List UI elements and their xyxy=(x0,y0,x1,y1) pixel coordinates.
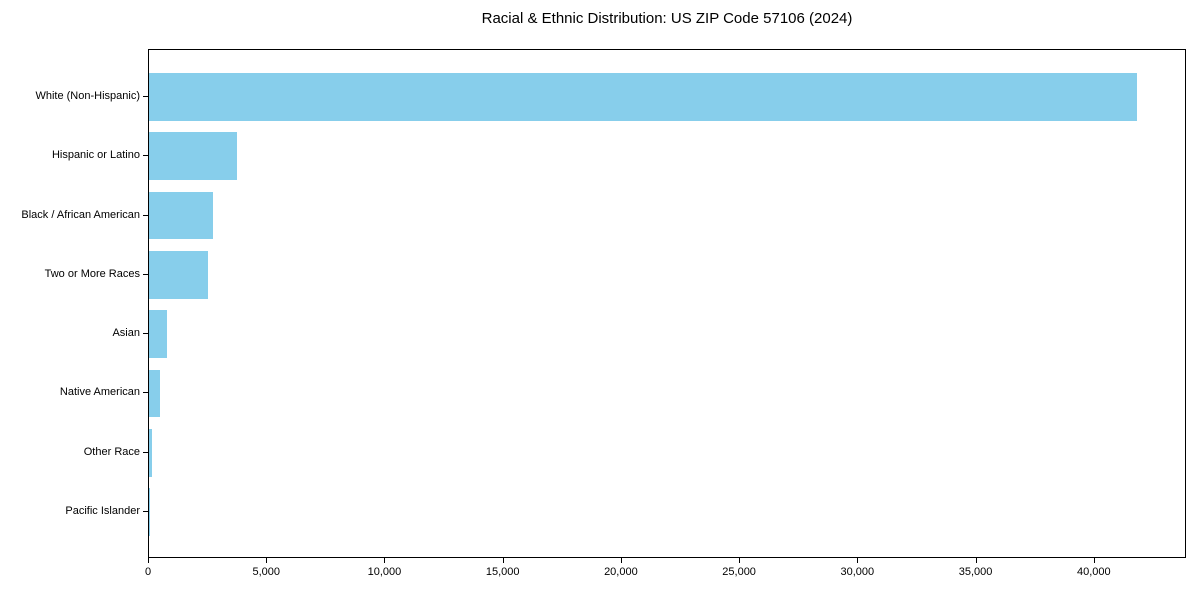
bar xyxy=(149,73,1138,121)
x-tick-label: 15,000 xyxy=(485,566,520,578)
x-tick-mark xyxy=(384,558,386,563)
x-tick-label: 40,000 xyxy=(1076,566,1111,578)
x-tick-mark xyxy=(857,558,859,563)
x-tick-label: 30,000 xyxy=(840,566,875,578)
y-tick-label: Hispanic or Latino xyxy=(51,149,140,162)
x-tick-mark xyxy=(739,558,741,563)
bar xyxy=(149,310,167,358)
x-tick-label: 25,000 xyxy=(722,566,756,578)
bar xyxy=(149,132,237,180)
x-tick-mark xyxy=(148,558,149,563)
y-tick-mark xyxy=(143,214,148,216)
y-tick-label: Native American xyxy=(59,386,140,399)
x-tick-mark xyxy=(266,558,268,563)
y-tick-label: Pacific Islander xyxy=(65,505,140,518)
y-tick-mark xyxy=(143,273,148,275)
y-tick-mark xyxy=(143,155,148,157)
y-tick-label: Asian xyxy=(112,327,140,340)
y-tick-mark xyxy=(143,333,148,335)
x-tick-mark xyxy=(620,558,622,563)
plot-area xyxy=(148,49,1186,558)
bar xyxy=(149,429,153,477)
x-tick-mark xyxy=(1093,558,1095,563)
y-tick-mark xyxy=(143,392,148,394)
y-tick-label: Two or More Races xyxy=(44,267,140,280)
x-tick-label: 20,000 xyxy=(604,566,638,578)
x-tick-mark xyxy=(975,558,977,563)
x-tick-mark xyxy=(502,558,504,563)
chart-title: Racial & Ethnic Distribution: US ZIP Cod… xyxy=(481,10,853,27)
x-tick-label: 0 xyxy=(144,566,152,578)
bar xyxy=(149,191,214,240)
y-tick-mark xyxy=(143,451,148,453)
x-tick-label: 35,000 xyxy=(958,566,993,578)
y-tick-label: Black / African American xyxy=(21,208,140,221)
x-tick-label: 5,000 xyxy=(252,566,280,578)
bar xyxy=(149,369,160,418)
bar xyxy=(149,251,209,299)
y-tick-label: Other Race xyxy=(83,445,140,458)
y-tick-mark xyxy=(143,95,148,97)
x-tick-label: 10,000 xyxy=(367,566,402,578)
y-tick-label: White (Non-Hispanic) xyxy=(35,89,140,102)
y-tick-mark xyxy=(143,511,148,513)
